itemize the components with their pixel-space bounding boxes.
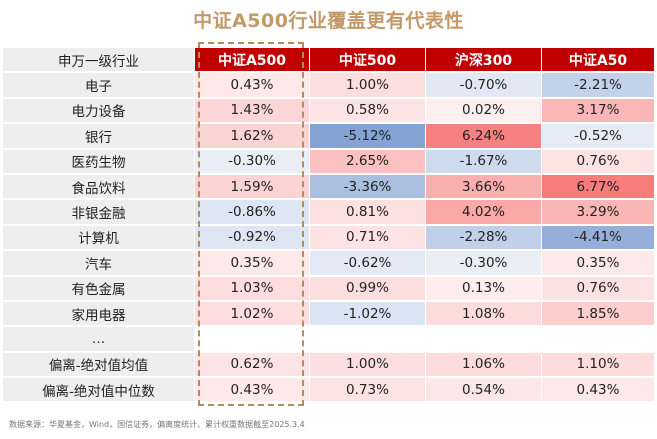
value-cell: 4.02% bbox=[425, 200, 541, 224]
value-cell: 1.00% bbox=[309, 352, 425, 377]
value-cell: 3.66% bbox=[425, 174, 541, 199]
value-cell: 2.65% bbox=[309, 149, 425, 173]
value-cell: 0.43% bbox=[541, 378, 654, 402]
value-cell: 1.62% bbox=[194, 124, 309, 148]
column-header-csi-500: 中证500 bbox=[309, 48, 425, 72]
value-cell: 3.17% bbox=[541, 98, 654, 123]
value-cell: 0.76% bbox=[541, 149, 654, 173]
value-cell: 0.71% bbox=[309, 225, 425, 250]
value-cell: 0.54% bbox=[425, 378, 541, 402]
value-cell: -2.28% bbox=[425, 225, 541, 250]
value-cell bbox=[425, 327, 541, 351]
table-row: 医药生物 -0.30% 2.65% -1.67% 0.76% bbox=[3, 149, 654, 173]
row-header-label: 申万一级行业 bbox=[3, 48, 194, 72]
value-cell: 1.06% bbox=[425, 352, 541, 377]
value-cell: -2.21% bbox=[541, 73, 654, 97]
value-cell: 0.99% bbox=[309, 276, 425, 300]
industry-label: 偏离-绝对值中位数 bbox=[3, 378, 194, 402]
value-cell: 1.08% bbox=[425, 301, 541, 326]
value-cell: -1.02% bbox=[309, 301, 425, 326]
table-row: 偏离-绝对值均值 0.62% 1.00% 1.06% 1.10% bbox=[3, 352, 654, 377]
table-row: 电子 0.43% 1.00% -0.70% -2.21% bbox=[3, 73, 654, 97]
value-cell: -4.41% bbox=[541, 225, 654, 250]
value-cell bbox=[541, 327, 654, 351]
value-cell: -0.62% bbox=[309, 251, 425, 275]
industry-label: … bbox=[3, 327, 194, 351]
value-cell: 0.73% bbox=[309, 378, 425, 402]
value-cell: 3.29% bbox=[541, 200, 654, 224]
value-cell: 6.77% bbox=[541, 174, 654, 199]
industry-label: 医药生物 bbox=[3, 149, 194, 173]
table-row: 食品饮料 1.59% -3.36% 3.66% 6.77% bbox=[3, 174, 654, 199]
value-cell: 1.03% bbox=[194, 276, 309, 300]
table-row: 偏离-绝对值中位数 0.43% 0.73% 0.54% 0.43% bbox=[3, 378, 654, 402]
industry-label: 计算机 bbox=[3, 225, 194, 250]
chart-title: 中证A500行业覆盖更有代表性 bbox=[193, 10, 464, 32]
value-cell: 1.00% bbox=[309, 73, 425, 97]
industry-label: 电力设备 bbox=[3, 98, 194, 123]
industry-label: 电子 bbox=[3, 73, 194, 97]
industry-label: 汽车 bbox=[3, 251, 194, 275]
table-row: 非银金融 -0.86% 0.81% 4.02% 3.29% bbox=[3, 200, 654, 224]
column-header-csi-a50: 中证A50 bbox=[541, 48, 654, 72]
value-cell: 0.62% bbox=[194, 352, 309, 377]
value-cell: 0.02% bbox=[425, 98, 541, 123]
table-row: 电力设备 1.43% 0.58% 0.02% 3.17% bbox=[3, 98, 654, 123]
value-cell: -1.67% bbox=[425, 149, 541, 173]
table-row: 计算机 -0.92% 0.71% -2.28% -4.41% bbox=[3, 225, 654, 250]
table-row: 汽车 0.35% -0.62% -0.30% 0.35% bbox=[3, 251, 654, 275]
value-cell: 0.43% bbox=[194, 73, 309, 97]
value-cell: -0.92% bbox=[194, 225, 309, 250]
value-cell bbox=[194, 327, 309, 351]
value-cell: 0.43% bbox=[194, 378, 309, 402]
value-cell: 0.58% bbox=[309, 98, 425, 123]
value-cell: -0.86% bbox=[194, 200, 309, 224]
value-cell: 6.24% bbox=[425, 124, 541, 148]
industry-deviation-table: 申万一级行业 中证A500 中证500 沪深300 中证A50 电子 0.43% 1… bbox=[3, 46, 654, 403]
table-row: 银行 1.62% -5.12% 6.24% -0.52% bbox=[3, 124, 654, 148]
value-cell: 0.13% bbox=[425, 276, 541, 300]
value-cell: -0.30% bbox=[425, 251, 541, 275]
column-header-csi-a500: 中证A500 bbox=[194, 48, 309, 72]
column-header-csi-300: 沪深300 bbox=[425, 48, 541, 72]
header-row: 申万一级行业 中证A500 中证500 沪深300 中证A50 bbox=[3, 48, 654, 72]
source-footnote: 数据来源：华夏基金，Wind，国信证券，偏离度统计、累计权重数据截至2025.3… bbox=[9, 420, 305, 429]
value-cell: -0.52% bbox=[541, 124, 654, 148]
value-cell: 1.02% bbox=[194, 301, 309, 326]
table-row: 家用电器 1.02% -1.02% 1.08% 1.85% bbox=[3, 301, 654, 326]
value-cell: 0.35% bbox=[541, 251, 654, 275]
industry-label: 食品饮料 bbox=[3, 174, 194, 199]
industry-label: 家用电器 bbox=[3, 301, 194, 326]
value-cell bbox=[309, 327, 425, 351]
industry-label: 有色金属 bbox=[3, 276, 194, 300]
value-cell: -3.36% bbox=[309, 174, 425, 199]
value-cell: 1.10% bbox=[541, 352, 654, 377]
value-cell: 1.43% bbox=[194, 98, 309, 123]
value-cell: 1.85% bbox=[541, 301, 654, 326]
value-cell: -5.12% bbox=[309, 124, 425, 148]
value-cell: 0.35% bbox=[194, 251, 309, 275]
value-cell: -0.70% bbox=[425, 73, 541, 97]
value-cell: 0.81% bbox=[309, 200, 425, 224]
value-cell: 1.59% bbox=[194, 174, 309, 199]
industry-label: 非银金融 bbox=[3, 200, 194, 224]
value-cell: 0.76% bbox=[541, 276, 654, 300]
table-row: … bbox=[3, 327, 654, 351]
industry-label: 偏离-绝对值均值 bbox=[3, 352, 194, 377]
value-cell: -0.30% bbox=[194, 149, 309, 173]
industry-label: 银行 bbox=[3, 124, 194, 148]
table-row: 有色金属 1.03% 0.99% 0.13% 0.76% bbox=[3, 276, 654, 300]
